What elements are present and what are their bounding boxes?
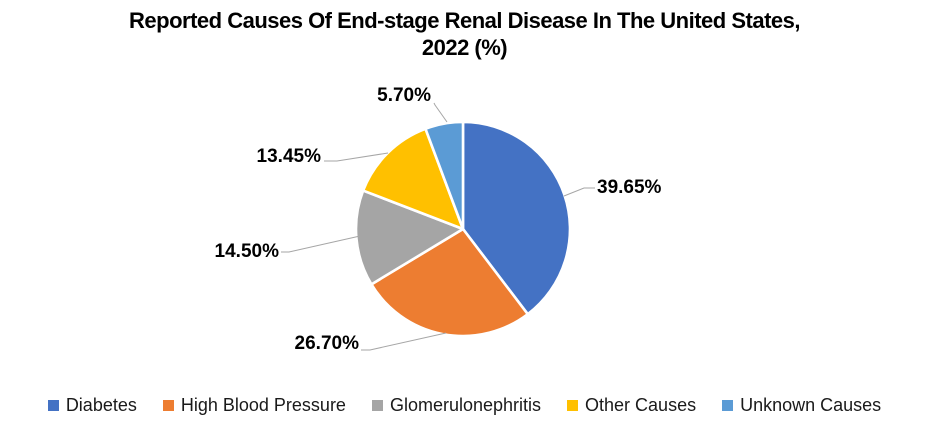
pie-slice-unknown-causes bbox=[424, 120, 465, 231]
legend-item-other-causes: Other Causes bbox=[567, 395, 696, 416]
chart-title-line1: Reported Causes Of End-stage Renal Disea… bbox=[129, 8, 800, 33]
legend-item-glomerulonephritis: Glomerulonephritis bbox=[371, 395, 542, 416]
legend-item-high-blood-pressure: High Blood Pressure bbox=[162, 395, 346, 416]
leader-line-glomerulonephritis bbox=[281, 235, 361, 253]
legend-label-glomerulonephritis: Glomerulonephritis bbox=[389, 395, 542, 415]
pie-slice-glomerulonephritis bbox=[354, 189, 465, 286]
data-label-diabetes: 39.65% bbox=[597, 177, 662, 198]
legend-label-diabetes: Diabetes bbox=[65, 395, 137, 415]
leader-line-diabetes bbox=[563, 187, 595, 197]
chart-title-line2: 2022 (%) bbox=[421, 35, 508, 60]
data-label-glomerulonephritis: 14.50% bbox=[215, 241, 280, 262]
leader-line-other-causes bbox=[324, 152, 389, 162]
legend-marker-other-causes bbox=[567, 400, 579, 411]
legend-label-unknown-causes: Unknown Causes bbox=[740, 395, 882, 415]
legend-marker-high-blood-pressure bbox=[162, 400, 174, 411]
legend-label-other-causes: Other Causes bbox=[585, 395, 697, 415]
data-label-unknown-causes: 5.70% bbox=[377, 85, 431, 106]
legend-marker-diabetes bbox=[47, 400, 59, 411]
data-label-high-blood-pressure: 26.70% bbox=[295, 333, 360, 354]
chart-legend: Diabetes High Blood Pressure Glomeruloneph… bbox=[0, 395, 929, 416]
chart-title: Reported Causes Of End-stage Renal Disea… bbox=[0, 7, 929, 61]
leader-line-high-blood-pressure bbox=[361, 332, 447, 351]
legend-item-unknown-causes: Unknown Causes bbox=[722, 395, 881, 416]
data-label-other-causes: 13.45% bbox=[257, 146, 322, 167]
legend-marker-unknown-causes bbox=[722, 400, 734, 411]
legend-item-diabetes: Diabetes bbox=[47, 395, 137, 416]
pie-slice-diabetes bbox=[461, 120, 572, 316]
leader-line-unknown-causes bbox=[433, 102, 448, 123]
legend-marker-glomerulonephritis bbox=[371, 400, 383, 411]
legend-label-high-blood-pressure: High Blood Pressure bbox=[180, 395, 346, 415]
